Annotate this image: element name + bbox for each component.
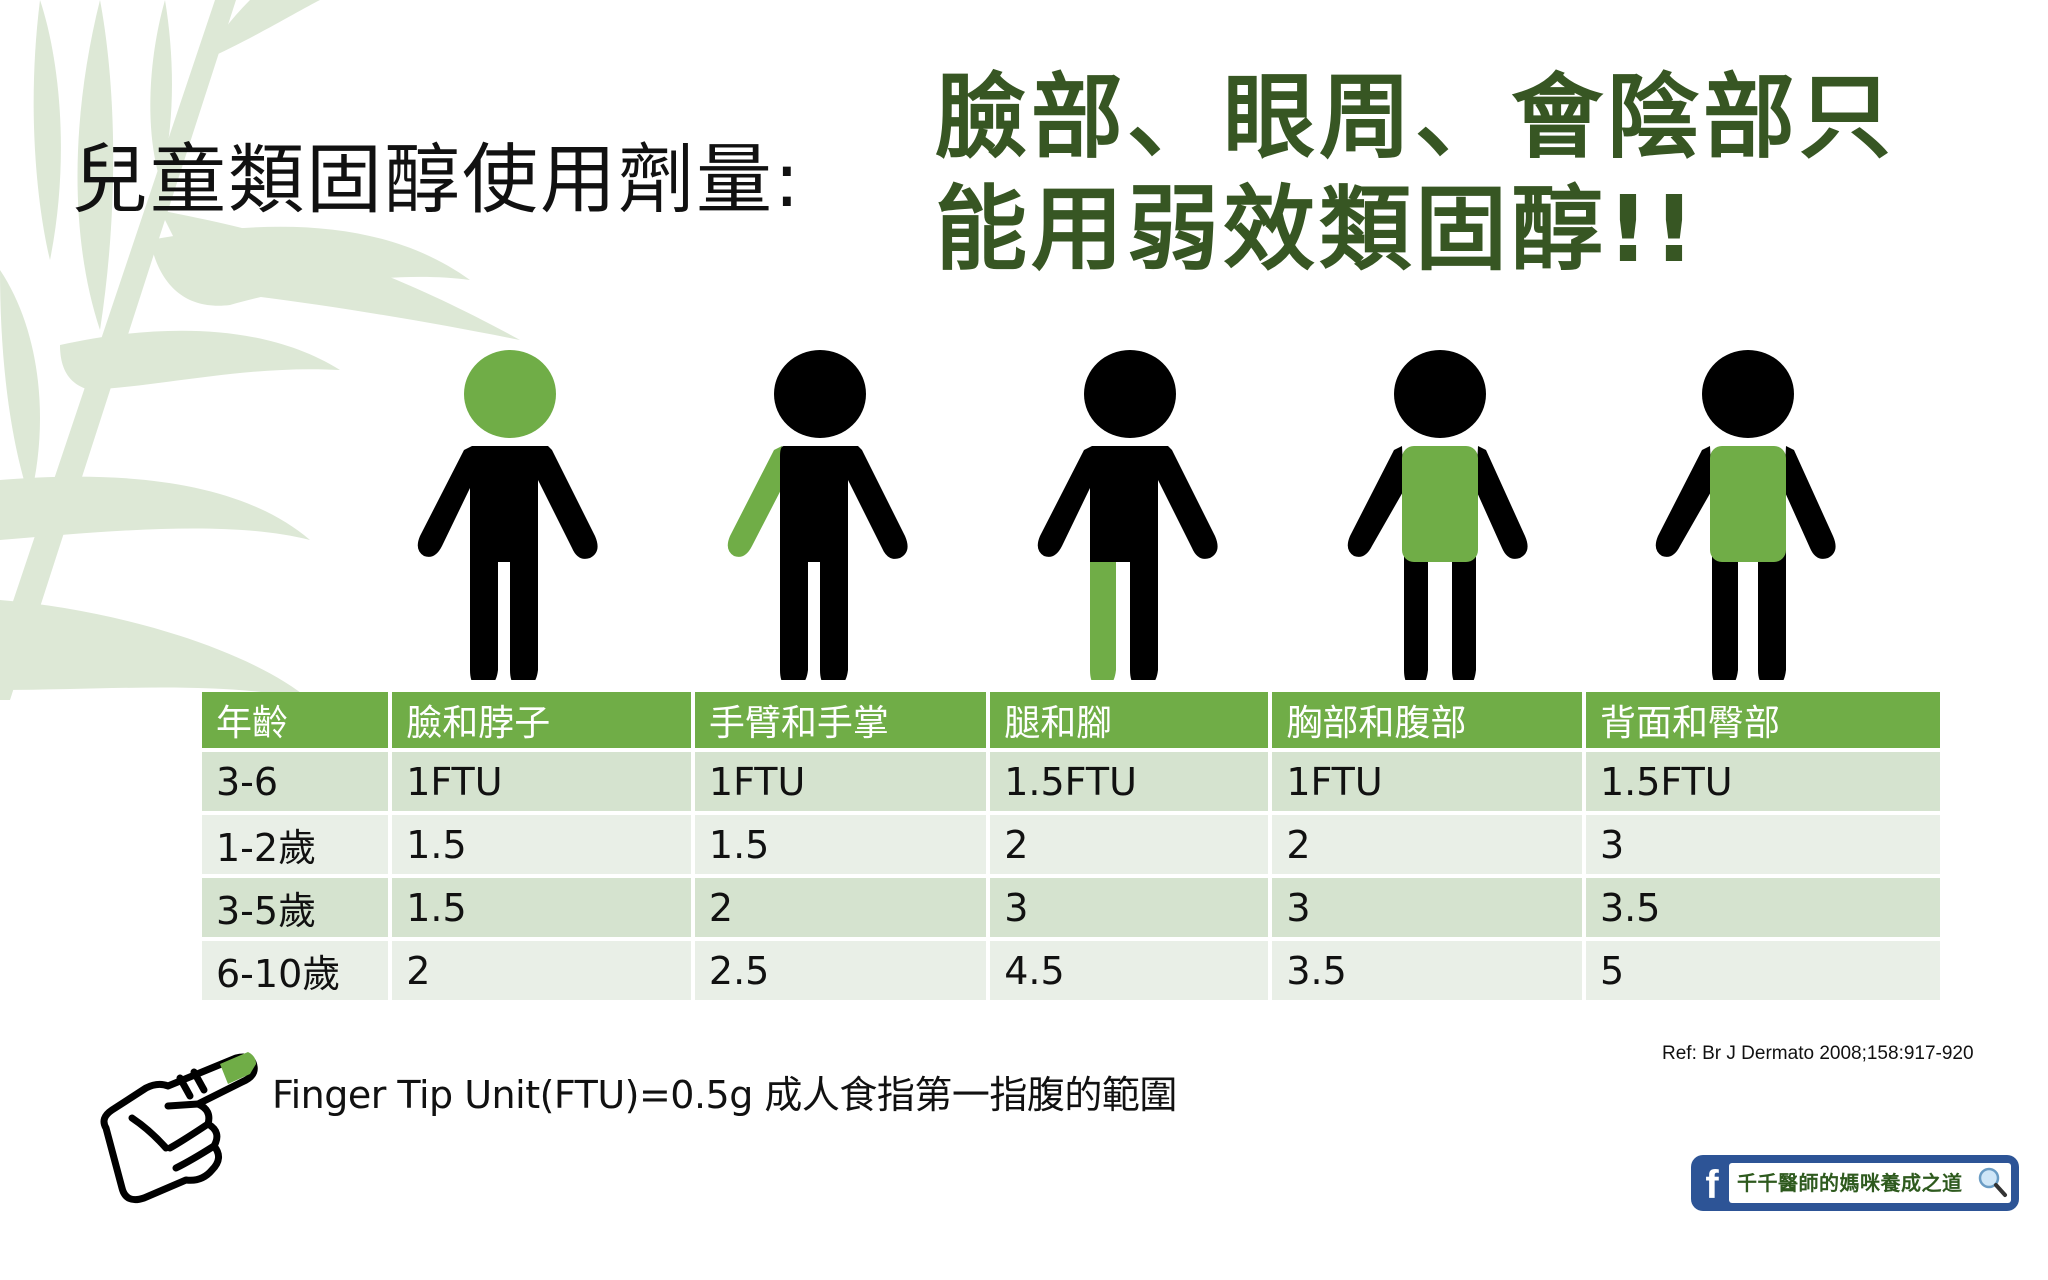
- table-row: 3-6 1FTU 1FTU 1.5FTU 1FTU 1.5FTU: [202, 752, 1940, 811]
- figure-arm-hand-icon: [720, 340, 920, 680]
- body-figures-row: [0, 340, 2048, 680]
- cell-age: 6-10歲: [202, 941, 389, 1000]
- cell-value: 2: [1272, 815, 1582, 874]
- cell-value: 1FTU: [694, 752, 987, 811]
- reference-citation: Ref: Br J Dermato 2008;158:917-920: [1662, 1043, 1974, 1064]
- ftu-definition-note: Finger Tip Unit(FTU)=0.5g 成人食指第一指腹的範圍: [272, 1073, 1177, 1117]
- page-title: 兒童類固醇使用劑量:: [72, 135, 802, 224]
- cell-age: 3-5歲: [202, 878, 389, 937]
- leaf-background-decoration: [0, 0, 520, 700]
- warning-headline-line1: 臉部、眼周、會陰部只: [935, 64, 1896, 171]
- warning-headline-line2: 能用弱效類固醇!!: [935, 176, 1699, 283]
- cell-value: 2: [694, 878, 987, 937]
- cell-value: 1.5FTU: [990, 752, 1269, 811]
- pointing-hand-icon: [100, 1052, 258, 1204]
- table-row: 1-2歲 1.5 1.5 2 2 3: [202, 815, 1940, 874]
- table-row: 3-5歲 1.5 2 3 3 3.5: [202, 878, 1940, 937]
- facebook-page-name: 千千醫師的媽咪養成之道: [1737, 1171, 1963, 1195]
- cell-value: 3: [1272, 878, 1582, 937]
- cell-value: 1FTU: [1272, 752, 1582, 811]
- cell-value: 1.5FTU: [1585, 752, 1940, 811]
- header-age: 年齡: [202, 692, 389, 748]
- header-leg-foot: 腿和腳: [990, 692, 1269, 748]
- cell-value: 1.5: [392, 815, 691, 874]
- cell-value: 2: [392, 941, 691, 1000]
- cell-value: 5: [1585, 941, 1940, 1000]
- header-back-buttocks: 背面和臀部: [1585, 692, 1940, 748]
- cell-value: 3.5: [1272, 941, 1582, 1000]
- facebook-page-badge[interactable]: f 千千醫師的媽咪養成之道: [1691, 1155, 2019, 1211]
- cell-value: 3: [990, 878, 1269, 937]
- cell-value: 2.5: [694, 941, 987, 1000]
- magnifier-icon: [1978, 1167, 2007, 1197]
- cell-value: 1.5: [392, 878, 691, 937]
- facebook-page-name-field: 千千醫師的媽咪養成之道: [1729, 1163, 2011, 1203]
- cell-value: 4.5: [990, 941, 1269, 1000]
- figure-face-neck-icon: [410, 340, 610, 680]
- header-arm-hand: 手臂和手掌: [694, 692, 987, 748]
- cell-value: 3: [1585, 815, 1940, 874]
- dosage-table: 年齡 臉和脖子 手臂和手掌 腿和腳 胸部和腹部 背面和臀部 3-6 1FTU 1…: [198, 688, 1944, 1004]
- table-row: 6-10歲 2 2.5 4.5 3.5 5: [202, 941, 1940, 1000]
- figure-chest-abdomen-icon: [1340, 340, 1540, 680]
- header-chest-abdomen: 胸部和腹部: [1272, 692, 1582, 748]
- cell-age: 1-2歲: [202, 815, 389, 874]
- cell-value: 3.5: [1585, 878, 1940, 937]
- facebook-icon: f: [1705, 1163, 1719, 1207]
- cell-value: 1FTU: [392, 752, 691, 811]
- warning-headline: 臉部、眼周、會陰部只 能用弱效類固醇!!: [935, 62, 1895, 286]
- figure-leg-foot-icon: [1030, 340, 1230, 680]
- header-face-neck: 臉和脖子: [392, 692, 691, 748]
- table-header-row: 年齡 臉和脖子 手臂和手掌 腿和腳 胸部和腹部 背面和臀部: [202, 692, 1940, 748]
- figure-back-buttocks-icon: [1648, 340, 1848, 680]
- cell-value: 2: [990, 815, 1269, 874]
- cell-age: 3-6: [202, 752, 389, 811]
- cell-value: 1.5: [694, 815, 987, 874]
